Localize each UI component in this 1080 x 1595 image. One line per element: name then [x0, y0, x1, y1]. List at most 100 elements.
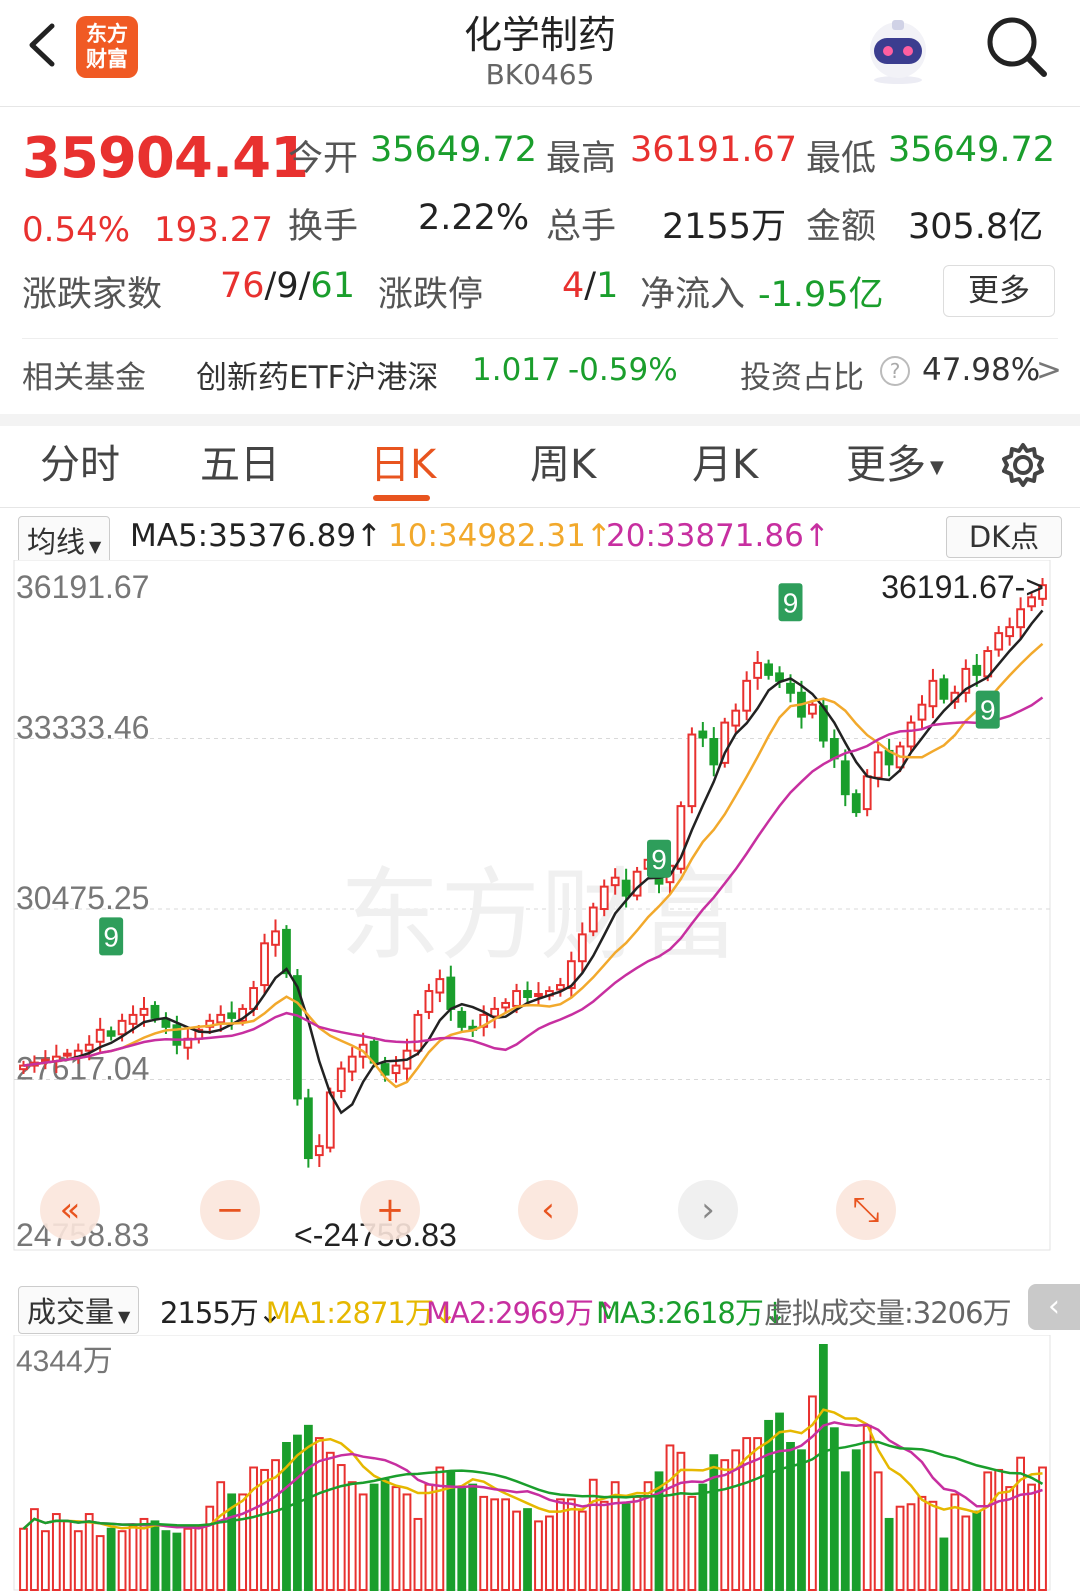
control-glyph: ‹	[541, 1190, 555, 1230]
app-logo[interactable]: 东方 财富	[76, 16, 138, 78]
volume-bar	[731, 1449, 741, 1591]
logo-line-2: 财富	[86, 47, 128, 71]
fullscreen-icon[interactable]: ⤡	[836, 1180, 896, 1240]
candle	[676, 805, 686, 870]
candle	[391, 1064, 401, 1075]
candle	[501, 1001, 511, 1009]
tab-daily-k[interactable]: 日K	[370, 442, 437, 488]
volume-bar	[588, 1478, 598, 1591]
volume-bar	[786, 1442, 795, 1591]
prev-icon[interactable]: ‹	[518, 1180, 578, 1240]
candle	[1005, 626, 1015, 638]
volume-bar	[194, 1525, 204, 1592]
candle	[150, 1004, 160, 1019]
chart-frame	[13, 560, 1051, 1251]
y-tick-label: 30475.25	[16, 880, 149, 916]
kline-chart[interactable]: 36191.6733333.4630475.2527617.0424758.83…	[0, 560, 1080, 1272]
candle	[698, 730, 708, 739]
volume-bar	[282, 1442, 291, 1591]
top-bar: 东方 财富 化学制药 BK0465	[0, 0, 1080, 107]
volume-bar	[238, 1493, 248, 1591]
volume-selector[interactable]: 成交量 ▼	[18, 1286, 140, 1334]
volume-bar	[95, 1535, 105, 1592]
arrow-down-icon: ↓	[762, 1296, 787, 1330]
settings-gear-icon[interactable]	[998, 440, 1048, 490]
candle	[731, 709, 741, 727]
adv-down: 61	[310, 266, 355, 306]
low-label: 最低	[806, 139, 877, 179]
fund-price: 1.017	[472, 352, 561, 388]
volume-bar	[753, 1437, 763, 1591]
ma-legend-row: 均线 ▼ MA5:35376.89↑ 10:34982.31↑ 20:33871.…	[0, 514, 1080, 564]
robot-icon[interactable]	[862, 14, 934, 86]
turnover-label: 换手	[288, 207, 359, 247]
volume-bar	[205, 1505, 215, 1591]
control-button-bg	[40, 1180, 100, 1240]
back-icon[interactable]	[22, 20, 62, 70]
candle	[413, 1013, 423, 1052]
more-button[interactable]: 更多	[943, 265, 1055, 317]
volume-bar	[808, 1395, 817, 1592]
volume-bar	[40, 1530, 50, 1591]
candle	[347, 1055, 357, 1073]
control-button-bg	[678, 1180, 738, 1240]
tab-weekly-k[interactable]: 周K	[530, 442, 597, 488]
ma10-value: 10:34982.31↑	[388, 518, 612, 554]
control-button-bg	[360, 1180, 420, 1240]
volume-bar	[73, 1530, 83, 1591]
volume-bar	[314, 1437, 324, 1591]
candle	[1016, 608, 1026, 629]
candle	[282, 928, 291, 975]
zoom-in-icon[interactable]: +	[360, 1180, 420, 1240]
volume-bar	[632, 1495, 642, 1591]
signal-nine-badge: 9	[778, 583, 803, 622]
dk-point-button[interactable]: DK点	[946, 516, 1062, 558]
ma-selector[interactable]: 均线 ▼	[18, 516, 111, 564]
volume-bar	[873, 1471, 883, 1591]
collapse-panel-icon[interactable]: ‹	[1028, 1284, 1080, 1330]
tab-more[interactable]: 更多 ▼	[846, 432, 944, 490]
candle	[687, 733, 697, 808]
search-icon[interactable]	[984, 14, 1050, 80]
candle	[939, 678, 949, 700]
signal-label: 9	[651, 844, 667, 875]
volume-bar	[1027, 1483, 1036, 1591]
volume-bar	[501, 1498, 511, 1592]
candle	[325, 1091, 335, 1149]
volume-bar	[325, 1451, 335, 1591]
chevron-right-icon[interactable]: >	[1036, 352, 1062, 388]
volume-legend-row: 成交量 ▼ 2155万↓ MA1:2871万↓ MA2:2969万↑ MA3:26…	[0, 1284, 1080, 1334]
volume-bar	[917, 1495, 927, 1591]
volume-bar	[271, 1459, 280, 1592]
candle	[862, 775, 872, 811]
rewind-icon[interactable]: «	[40, 1180, 100, 1240]
arrow-up-icon: ↑	[585, 518, 612, 554]
caret-down-icon: ▼	[930, 456, 944, 478]
volume-bar	[172, 1532, 182, 1591]
low-value: 35649.72	[888, 130, 1056, 170]
candle	[566, 960, 576, 990]
related-fund-row[interactable]: 相关基金 创新药ETF沪港深 1.017 -0.59% 投资占比 ? 47.98…	[0, 340, 1080, 414]
volume-bar	[665, 1444, 675, 1591]
candle	[106, 1030, 116, 1037]
next-icon[interactable]: ›	[678, 1180, 738, 1240]
volume-bar	[545, 1515, 554, 1591]
candle	[972, 664, 982, 676]
help-icon[interactable]: ?	[880, 356, 910, 386]
tab-five-day[interactable]: 五日	[200, 442, 280, 488]
volume-bar	[303, 1424, 313, 1591]
tab-intraday[interactable]: 分时	[40, 442, 120, 488]
volume-bar	[435, 1466, 445, 1591]
volume-bar	[1038, 1466, 1047, 1591]
candle	[95, 1028, 105, 1043]
volume-bar	[676, 1451, 686, 1591]
volume-bar	[183, 1527, 193, 1591]
volume-bar	[764, 1419, 773, 1591]
volume-bar	[293, 1434, 302, 1592]
ratio-label: 投资占比	[740, 360, 864, 396]
zoom-out-icon[interactable]: −	[200, 1180, 260, 1240]
tab-monthly-k[interactable]: 月K	[692, 442, 759, 488]
volume-bar	[698, 1483, 708, 1591]
logo-line-1: 东方	[86, 22, 128, 46]
signal-nine-badge: 9	[975, 690, 1000, 729]
